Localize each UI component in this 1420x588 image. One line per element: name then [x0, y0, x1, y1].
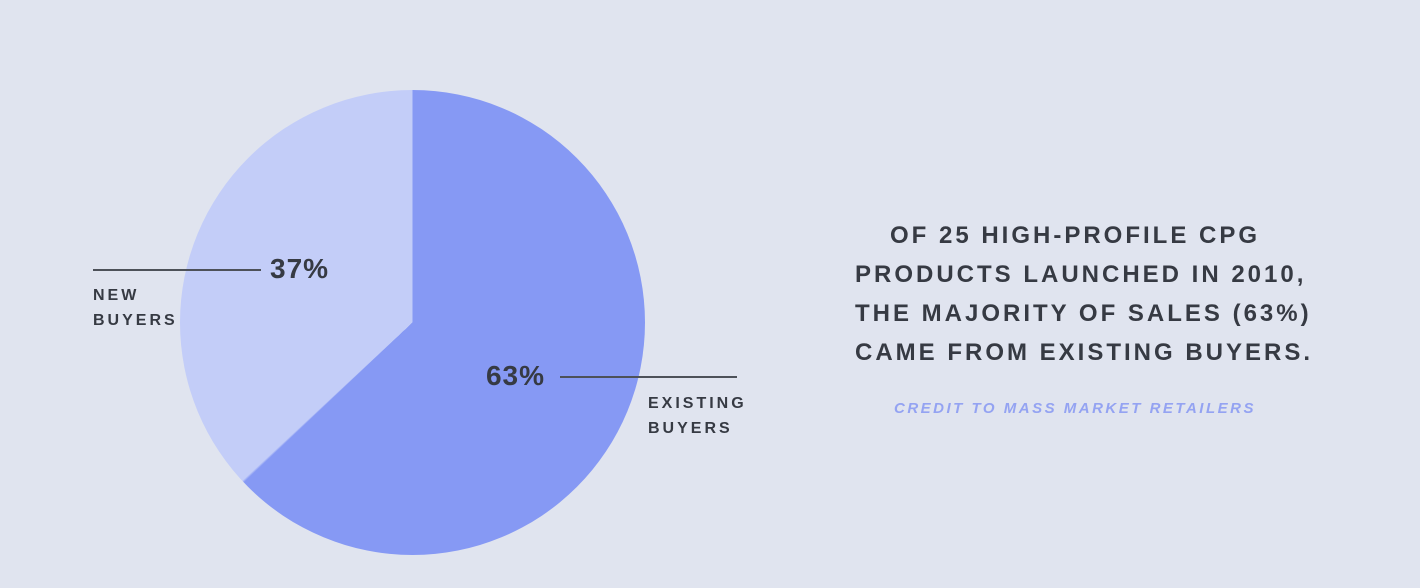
pie-chart [180, 90, 645, 555]
stat-line-3: THE MAJORITY OF SALES (63%) [855, 300, 1312, 327]
existing-buyers-leader-line [560, 376, 737, 378]
stat-text-block: OF 25 HIGH-PROFILE CPG PRODUCTS LAUNCHED… [855, 216, 1314, 372]
existing-buyers-label: EXISTING BUYERS [648, 395, 747, 437]
new-buyers-percent-label: 37% [270, 253, 330, 284]
stat-line-2: PRODUCTS LAUNCHED IN 2010, [855, 261, 1307, 288]
existing-buyers-percent-label: 63% [485, 360, 545, 391]
new-buyers-label: NEW BUYERS [93, 287, 178, 329]
new-buyers-leader-line [93, 269, 261, 271]
credit-line: CREDIT TO MASS MARKET RETAILERS [894, 400, 1256, 417]
stat-line-4: CAME FROM EXISTING BUYERS. [855, 339, 1314, 366]
stat-line-1: OF 25 HIGH-PROFILE CPG [889, 222, 1261, 249]
